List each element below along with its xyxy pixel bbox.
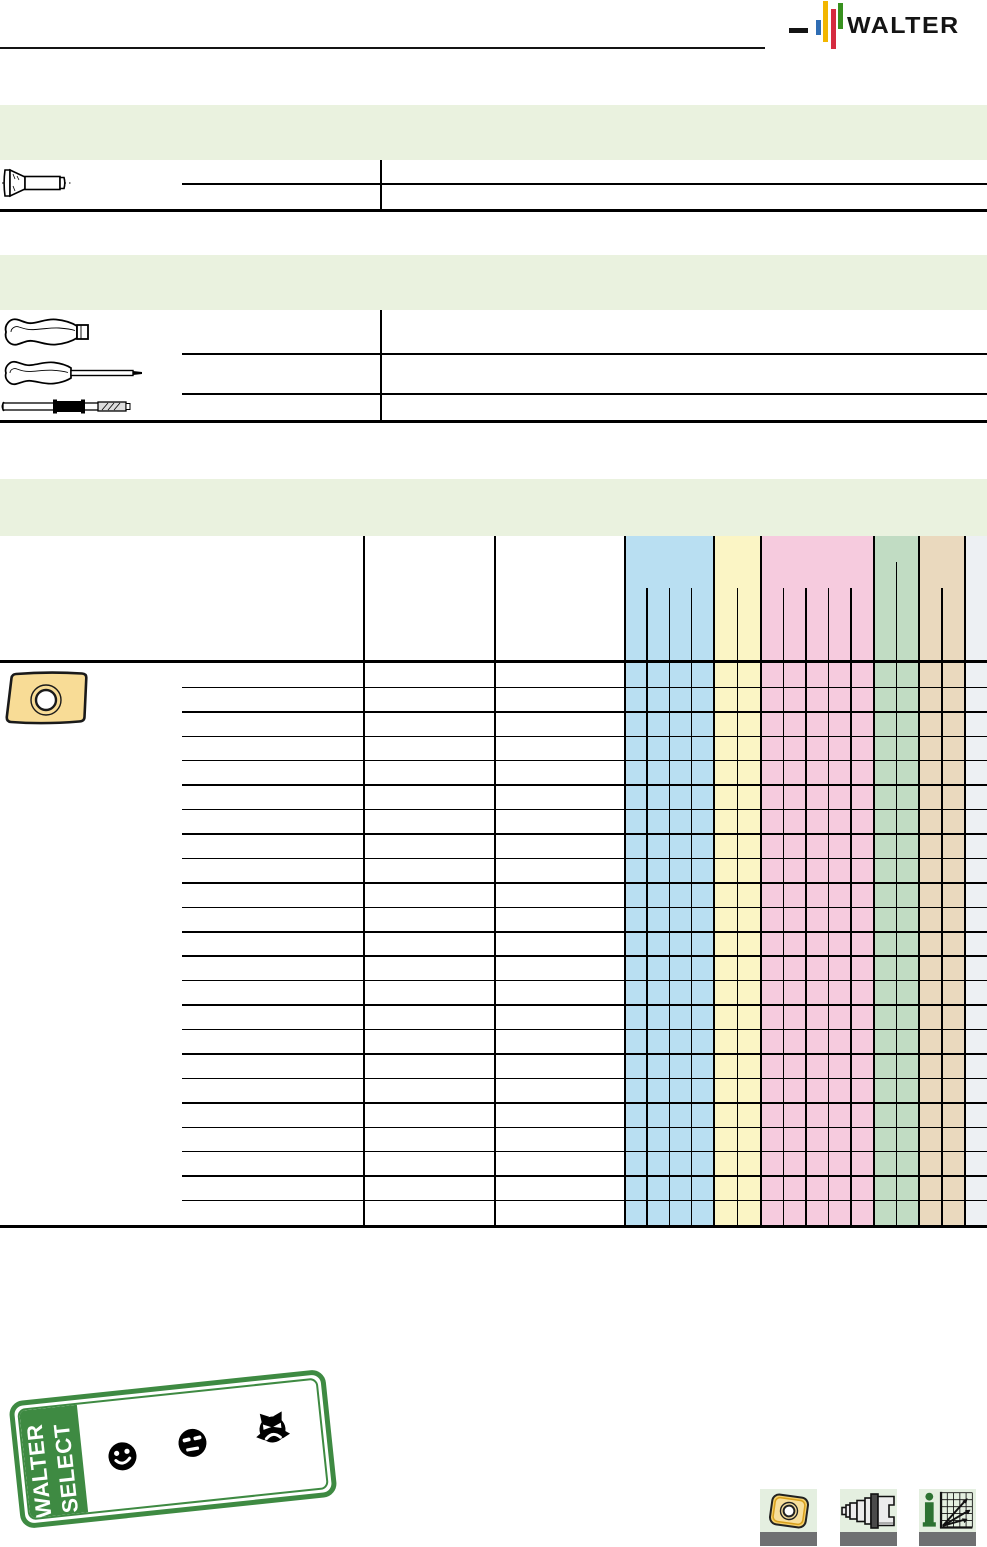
matrix-subcolumn-line xyxy=(941,588,943,1225)
matrix-row-line xyxy=(182,979,987,982)
indexable-insert-icon xyxy=(5,671,88,725)
matrix-subcolumn-line xyxy=(895,562,897,1225)
insert-tile-bar xyxy=(760,1532,817,1546)
matrix-row-line xyxy=(182,735,987,738)
matrix-row-line xyxy=(182,1102,987,1104)
adaptor-tile xyxy=(840,1489,897,1532)
adaptor-tile-bar xyxy=(840,1532,897,1546)
logo-dash xyxy=(789,28,808,33)
matrix-row-line xyxy=(182,686,987,689)
angry-face-icon xyxy=(256,1411,291,1443)
matrix-subcolumn-line xyxy=(736,588,738,1225)
walter-select-stamp: WALTER SELECT xyxy=(8,1368,338,1530)
stamp-inner-border: WALTER SELECT xyxy=(16,1377,330,1521)
matrix-row-line xyxy=(182,931,987,933)
matrix-header-rule xyxy=(0,660,987,663)
tools-header-band xyxy=(0,255,987,310)
insert-tile xyxy=(760,1489,817,1532)
matrix-row-line xyxy=(182,1028,987,1031)
matrix-row-line xyxy=(182,857,987,860)
logo-bar-yellow xyxy=(823,1,828,42)
spare-part-col-divider xyxy=(380,160,382,210)
logo-bar-red xyxy=(831,9,836,49)
matrix-bottom-rule xyxy=(0,1225,987,1228)
matrix-subcolumn-line xyxy=(690,588,693,1225)
matrix-col-divider-2 xyxy=(494,536,496,1225)
matrix-group-border xyxy=(713,536,715,1225)
matrix-header-band xyxy=(0,479,987,536)
matrix-row-line xyxy=(182,808,987,811)
matrix-row-line xyxy=(182,1053,987,1055)
matrix-row-line xyxy=(182,759,987,762)
matrix-subcolumn-line xyxy=(827,588,830,1225)
matrix-row-line xyxy=(182,711,987,713)
matrix-row-line xyxy=(182,955,987,957)
matrix-subcolumn-line xyxy=(668,588,670,1225)
matrix-subcolumn-line xyxy=(805,588,807,1225)
adaptor-tile-icon xyxy=(840,1492,895,1529)
matrix-row-line xyxy=(182,882,987,884)
header-rule xyxy=(0,47,765,49)
logo-bar-blue xyxy=(816,20,821,35)
info-cutting-data-icon xyxy=(922,1491,973,1529)
torx-screwdriver-icon xyxy=(4,360,142,386)
info-tile xyxy=(919,1489,976,1532)
matrix-row-line xyxy=(182,1004,987,1006)
matrix-group-border xyxy=(873,536,875,1225)
spare-part-bottom-rule xyxy=(0,209,987,212)
matrix-row-line xyxy=(182,906,987,909)
insert-tile-icon xyxy=(768,1493,809,1528)
matrix-group-border xyxy=(760,536,762,1225)
material-group-gray xyxy=(964,536,987,1225)
matrix-row-line xyxy=(182,1077,987,1080)
matrix-row-line xyxy=(182,1126,987,1128)
matrix-row-line xyxy=(182,1199,987,1202)
matrix-subcolumn-line xyxy=(850,588,852,1225)
stamp-green-panel: WALTER SELECT xyxy=(19,1404,89,1520)
matrix-group-border xyxy=(624,536,626,1225)
happy-face-icon xyxy=(108,1442,137,1471)
matrix-group-border xyxy=(918,536,920,1225)
torx-key-handle-icon xyxy=(4,318,89,346)
matrix-subcolumn-line xyxy=(646,588,648,1225)
tools-bottom-rule xyxy=(0,420,987,423)
matrix-row-line xyxy=(182,1150,987,1153)
neutral-face-icon xyxy=(178,1428,207,1457)
tools-row-line-2 xyxy=(182,393,987,395)
matrix-row-line xyxy=(182,784,987,786)
spare-part-midline xyxy=(182,183,987,185)
matrix-row-line xyxy=(182,1175,987,1177)
info-tile-bar xyxy=(919,1532,976,1546)
spare-part-header-band xyxy=(0,105,987,160)
countersunk-screw-icon xyxy=(2,168,71,198)
material-group-pink xyxy=(760,536,873,1225)
matrix-group-border xyxy=(964,536,966,1225)
matrix-subcolumn-line xyxy=(782,588,785,1225)
logo-wordmark: WALTER xyxy=(847,13,960,39)
stamp-label: WALTER SELECT xyxy=(19,1405,88,1520)
logo-bar-green xyxy=(838,3,843,29)
torque-screwdriver-icon xyxy=(1,399,131,414)
tools-col-divider xyxy=(380,310,382,420)
matrix-col-divider-1 xyxy=(363,536,365,1225)
tools-row-line-1 xyxy=(182,353,987,355)
matrix-row-line xyxy=(182,833,987,835)
